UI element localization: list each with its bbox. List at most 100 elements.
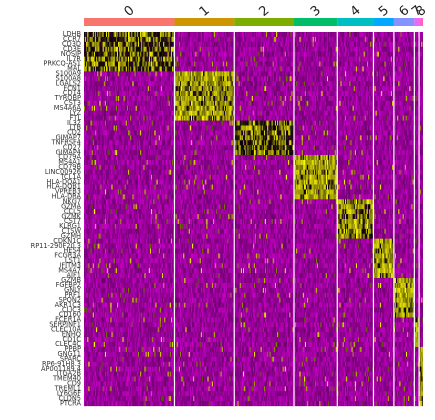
heatmap-cell: [182, 41, 184, 47]
heatmap-cell: [232, 86, 234, 92]
heatmap-cell: [241, 100, 244, 106]
heatmap-cell: [214, 100, 216, 106]
heatmap-cell: [416, 81, 418, 87]
heatmap-cell: [176, 71, 178, 77]
heatmap-cell: [100, 81, 102, 87]
heatmap-cell: [314, 105, 317, 111]
heatmap-cell: [316, 86, 318, 92]
heatmap-cell: [248, 76, 250, 82]
heatmap-cell: [209, 61, 211, 67]
heatmap-cell: [343, 81, 345, 87]
heatmap-cell: [309, 71, 311, 77]
heatmap-cell: [268, 41, 270, 47]
heatmap-cell: [106, 36, 108, 42]
heatmap-cell: [359, 51, 361, 57]
heatmap-cell: [355, 66, 358, 72]
heatmap-cell: [102, 61, 104, 67]
heatmap-cell: [237, 76, 239, 82]
heatmap-cell: [363, 66, 365, 72]
heatmap-cell: [139, 105, 141, 111]
heatmap-cell: [249, 105, 251, 111]
heatmap-cell: [406, 36, 408, 42]
heatmap-cell: [246, 100, 248, 106]
heatmap-cell: [388, 61, 390, 67]
heatmap-cell: [101, 32, 103, 38]
heatmap-cell: [295, 86, 297, 92]
heatmap-cell: [230, 61, 232, 67]
heatmap-cell: [407, 61, 409, 67]
heatmap-cell: [87, 61, 89, 67]
heatmap-cell: [417, 81, 419, 87]
heatmap-cell: [229, 51, 231, 57]
heatmap-cell: [258, 41, 260, 47]
heatmap-cell: [110, 71, 112, 77]
heatmap-cell: [261, 32, 263, 38]
heatmap-cell: [281, 56, 283, 62]
heatmap-cell: [291, 56, 293, 62]
heatmap-cell: [190, 61, 193, 67]
heatmap-cell: [352, 46, 354, 52]
heatmap-cell: [159, 91, 161, 97]
heatmap-cell: [247, 56, 249, 62]
heatmap-cell: [266, 32, 268, 38]
heatmap-cell: [142, 61, 144, 67]
heatmap-cell: [361, 86, 363, 92]
heatmap-cell: [217, 95, 219, 102]
heatmap-cell: [182, 81, 184, 87]
heatmap-cell: [111, 51, 113, 57]
heatmap-cell: [246, 81, 248, 87]
heatmap-cell: [220, 41, 222, 47]
heatmap-cell: [172, 46, 174, 52]
heatmap-cell: [148, 51, 150, 57]
heatmap-cell: [200, 32, 202, 38]
heatmap-cell: [146, 105, 148, 111]
heatmap-cell: [172, 56, 174, 62]
heatmap-cell: [384, 81, 386, 87]
heatmap-cell: [139, 61, 141, 67]
heatmap-cell: [382, 105, 384, 111]
heatmap-cell: [173, 41, 175, 47]
heatmap-cell: [321, 32, 323, 38]
heatmap-cell: [122, 61, 124, 67]
heatmap-cell: [238, 61, 240, 67]
heatmap-cell: [118, 61, 120, 67]
heatmap-cell: [200, 36, 202, 42]
heatmap-cell: [417, 56, 419, 62]
heatmap-cell: [416, 41, 418, 47]
heatmap-cell: [420, 51, 422, 57]
heatmap-cell: [126, 105, 128, 111]
heatmap-cell: [331, 36, 333, 42]
heatmap-cell: [186, 81, 188, 87]
heatmap-cell: [135, 56, 137, 62]
heatmap-cell: [218, 105, 220, 111]
heatmap-cell: [103, 71, 105, 77]
heatmap-cell: [296, 61, 298, 67]
heatmap-cell: [412, 36, 414, 42]
heatmap-cell: [129, 36, 131, 42]
heatmap-cell: [132, 32, 134, 38]
heatmap-cell: [200, 76, 202, 82]
heatmap-cell: [195, 81, 197, 87]
heatmap-cell: [329, 36, 331, 42]
heatmap-cell: [91, 105, 93, 111]
heatmap-cell: [166, 41, 168, 47]
heatmap-cell: [262, 66, 264, 72]
heatmap-cell: [334, 100, 336, 106]
heatmap-cell: [329, 46, 331, 52]
heatmap-cell: [272, 76, 274, 82]
heatmap-cell: [161, 46, 163, 52]
heatmap-cell: [412, 51, 414, 57]
heatmap-cell: [369, 56, 371, 62]
heatmap-cell: [173, 76, 175, 82]
heatmap-cell: [241, 81, 244, 87]
heatmap-cell: [252, 91, 255, 97]
heatmap-cell: [243, 46, 245, 52]
heatmap-cell: [175, 86, 177, 92]
heatmap-cell: [319, 105, 321, 111]
heatmap-cell: [322, 41, 324, 47]
heatmap-cell: [283, 46, 285, 52]
heatmap-cell: [291, 76, 293, 82]
heatmap-cell: [338, 100, 340, 106]
heatmap-cell: [265, 76, 267, 82]
heatmap-cell: [206, 32, 208, 38]
